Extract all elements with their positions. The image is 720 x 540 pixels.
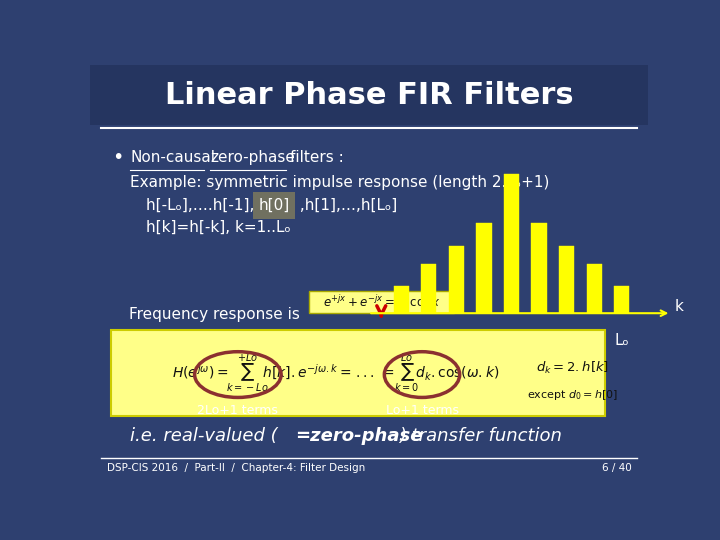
Text: $d_k=2.h[k]$: $d_k=2.h[k]$	[536, 360, 609, 375]
Bar	[587, 264, 602, 313]
FancyBboxPatch shape	[111, 330, 605, 416]
Text: DSP-CIS 2016  /  Part-II  /  Chapter-4: Filter Design: DSP-CIS 2016 / Part-II / Chapter-4: Filt…	[107, 463, 365, 473]
Text: =zero-phase: =zero-phase	[295, 427, 423, 445]
Text: Example: symmetric impulse response (length 2.Lₒ+1): Example: symmetric impulse response (len…	[130, 174, 549, 190]
FancyBboxPatch shape	[309, 291, 454, 313]
Bar	[559, 246, 574, 313]
Bar	[394, 286, 409, 313]
Bar	[421, 264, 436, 313]
Text: i.e. real-valued (: i.e. real-valued (	[130, 427, 278, 445]
Text: •: •	[112, 147, 124, 167]
Bar	[504, 174, 519, 313]
Text: Linear Phase FIR Filters: Linear Phase FIR Filters	[165, 82, 573, 111]
FancyBboxPatch shape	[253, 192, 295, 219]
Text: Lₒ: Lₒ	[614, 333, 629, 348]
Text: Frequency response is: Frequency response is	[129, 307, 300, 322]
Text: zero-phase: zero-phase	[210, 150, 295, 165]
Bar	[449, 246, 464, 313]
Text: $\mathrm{except}\ d_0=h[0]$: $\mathrm{except}\ d_0=h[0]$	[527, 388, 618, 402]
Text: ) transfer function: ) transfer function	[399, 427, 562, 445]
Text: Non-causal: Non-causal	[130, 150, 215, 165]
Bar	[531, 223, 546, 313]
Text: ,h[1],…,h[Lₒ]: ,h[1],…,h[Lₒ]	[295, 198, 397, 213]
Text: $e^{+jx}+e^{-jx}=2.\cos x$: $e^{+jx}+e^{-jx}=2.\cos x$	[323, 294, 440, 310]
Text: h[-Lₒ],….h[-1],: h[-Lₒ],….h[-1],	[145, 198, 259, 213]
Text: $H(e^{j\omega})=\!\!\sum_{k=-Lo}^{+Lo}\!\!h[k].e^{-j\omega.k}=\,...\,=\!\sum_{k=: $H(e^{j\omega})=\!\!\sum_{k=-Lo}^{+Lo}\!…	[172, 352, 499, 395]
Text: k: k	[675, 299, 684, 314]
Text: h[k]=h[-k], k=1..Lₒ: h[k]=h[-k], k=1..Lₒ	[145, 220, 291, 235]
Bar	[477, 223, 492, 313]
Text: 6 / 40: 6 / 40	[601, 463, 631, 473]
Text: Lo+1 terms: Lo+1 terms	[385, 404, 459, 417]
FancyBboxPatch shape	[90, 65, 648, 125]
Text: 2Lo+1 terms: 2Lo+1 terms	[197, 404, 279, 417]
Text: filters :: filters :	[289, 150, 343, 165]
Bar	[614, 286, 629, 313]
Text: h[0]: h[0]	[258, 198, 289, 213]
